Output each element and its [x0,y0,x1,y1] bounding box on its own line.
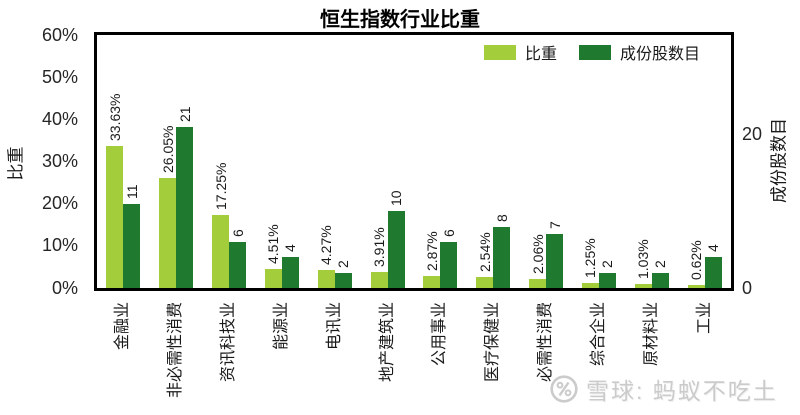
left-axis-title-text: 比重 [6,146,26,181]
weight-value-label-text: 0.62% [688,240,705,281]
weight-bar [634,283,652,288]
category-label-text: 原材料业 [642,302,660,367]
y-right-tick-label: 20 [742,124,763,145]
count-bar [598,272,616,288]
weight-bar [687,285,705,288]
category-label-text: 电讯业 [325,302,343,351]
category-label-text: 综合企业 [589,302,607,367]
weight-bar [317,269,335,288]
y-left-tick-label: 50% [41,66,78,87]
legend-item-weight: 比重 [484,40,557,64]
weight-value-label-text: 4.27% [318,225,335,265]
weight-value-label-text: 3.91% [371,226,388,267]
y-left-tick-label: 30% [41,151,78,171]
category-label-text: 金融业 [114,302,132,351]
category-label-text: 资讯科技业 [220,302,238,383]
count-value-label-text: 2 [652,259,669,268]
count-value-label-text: 4 [282,244,299,253]
category-label-text: 工业 [695,302,713,335]
category-label-text: 地产建筑业 [378,302,396,383]
category-label-text: 医疗保健业 [484,302,502,383]
count-value-label-text: 7 [546,221,563,230]
count-value-label-text: 6 [229,229,246,237]
legend-item-count: 成份股数目 [579,40,700,64]
count-bar [493,226,511,288]
y-left-tick-label: 20% [41,193,78,214]
right-axis-title-text: 成份股数目 [769,118,789,203]
count-bar [651,272,669,288]
weight-value-label-text: 33.63% [106,93,123,142]
weight-bar [581,282,599,288]
weight-value-label-text: 2.87% [423,231,440,271]
y-left-tick-label: 0% [51,277,78,298]
weight-value-label-text: 1.25% [582,238,599,278]
count-bar [176,127,194,288]
count-bar [123,203,141,288]
weight-value-label-text: 1.03% [635,238,652,279]
category-label-text: 能源业 [272,302,290,351]
watermark-text: 雪球: 蚂蚁不吃土 [586,378,778,404]
count-value-label-text: 8 [493,213,510,222]
count-value-label-text: 2 [335,259,352,268]
legend-swatch-weight [484,44,516,60]
weight-value-label-text: 2.06% [529,234,546,275]
y-right-tick-label: 0 [742,277,753,298]
category-label-text: 非必需性消费 [167,302,185,399]
weight-bar [264,268,282,288]
xueqiu-logo-icon [550,375,578,403]
weight-bar [476,277,494,288]
weight-value-label-text: 2.54% [476,232,493,273]
weight-value-label-text: 26.05% [159,125,176,174]
legend: 比重 成份股数目 [484,40,700,64]
weight-value-label-text: 4.51% [265,224,282,264]
weight-bar [106,146,124,288]
count-value-label-text: 11 [123,184,140,199]
plot-area [94,32,734,291]
y-left-tick-label: 60% [41,24,78,45]
legend-label-count: 成份股数目 [620,46,701,63]
legend-swatch-count [579,44,612,60]
category-label-text: 必需性消费 [537,302,555,383]
legend-label-weight: 比重 [525,46,558,63]
count-bar [546,234,564,288]
xueqiu-watermark: 雪球: 蚂蚁不吃土 [549,372,778,406]
category-label-text: 公用事业 [431,302,449,367]
count-bar [704,257,722,288]
weight-bar [370,271,388,288]
weight-bar [159,178,177,288]
count-value-label-text: 4 [705,244,722,253]
count-value-label-text: 2 [599,259,616,268]
count-bar [440,242,458,288]
count-bar [334,272,352,288]
weight-bar [423,275,441,288]
chart-title: 恒生指数行业比重 [320,9,480,31]
count-value-label-text: 6 [440,229,457,237]
weight-bar [529,279,547,288]
count-bar [229,242,247,288]
count-bar [387,211,405,288]
count-value-label-text: 21 [176,106,193,122]
weight-value-label-text: 17.25% [212,162,229,211]
weight-bar [212,215,230,288]
y-left-tick-label: 10% [41,235,78,256]
count-value-label-text: 10 [388,190,405,207]
y-left-tick-label: 40% [41,108,78,129]
count-bar [281,257,299,288]
